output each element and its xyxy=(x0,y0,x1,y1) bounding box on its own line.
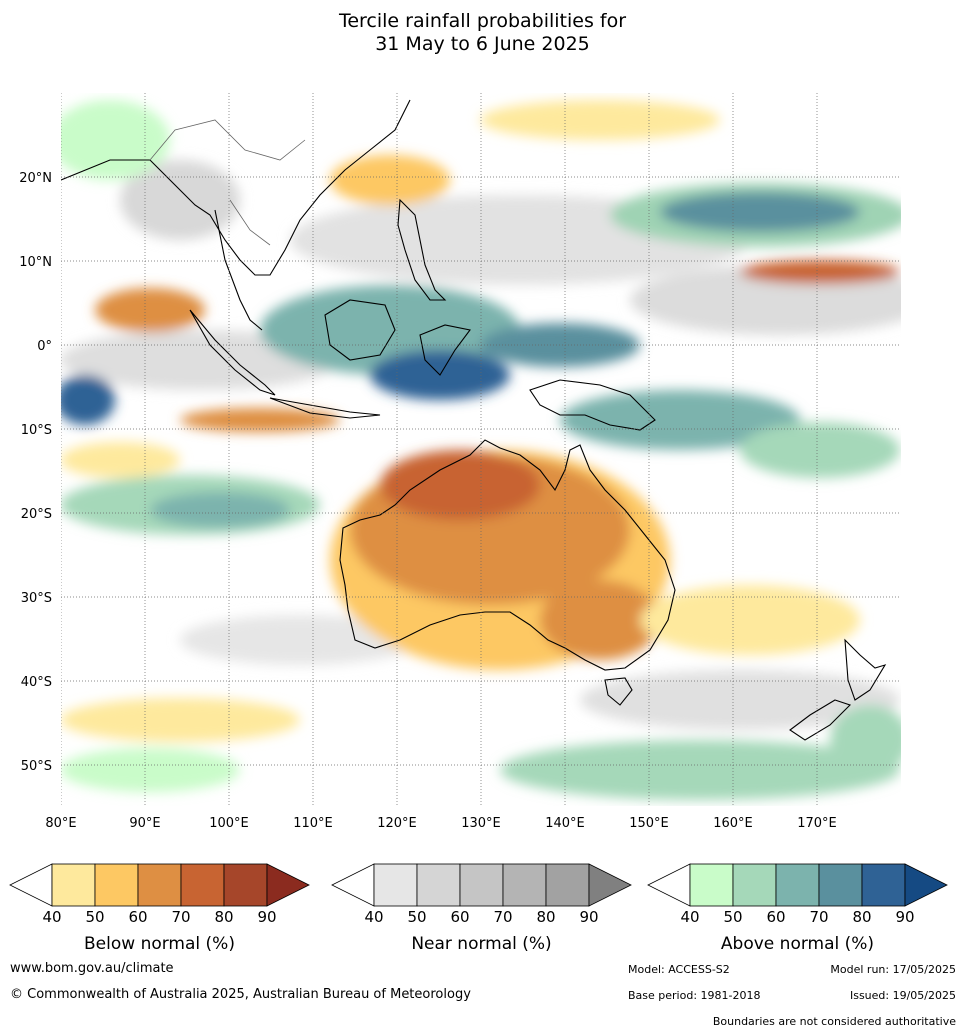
title-line-1: Tercile rainfall probabilities for xyxy=(338,10,627,32)
legend-tick-label: 60 xyxy=(450,908,469,926)
lon-label: 140°E xyxy=(545,816,585,831)
copyright-text: © Commonwealth of Australia 2025, Austra… xyxy=(10,987,471,1002)
legend-caption: Near normal (%) xyxy=(411,934,551,954)
legend-low-arrow xyxy=(9,863,53,907)
legend-swatch xyxy=(775,863,820,907)
lon-label: 110°E xyxy=(293,816,333,831)
legend-caption: Below normal (%) xyxy=(84,934,235,954)
legend-tick-label: 60 xyxy=(128,908,147,926)
legend-swatch xyxy=(51,863,96,907)
lon-label: 170°E xyxy=(797,816,837,831)
legend-swatch xyxy=(416,863,461,907)
lat-label: 0° xyxy=(37,339,52,354)
legend-tick-label: 70 xyxy=(171,908,190,926)
legend-near-normal: 40 50 60 70 80 90 Near normal (%) xyxy=(331,863,632,954)
legend-tick-label: 50 xyxy=(85,908,104,926)
map-title: Tercile rainfall probabilities for 31 Ma… xyxy=(0,10,965,56)
legend-low-arrow xyxy=(331,863,375,907)
website-text: www.bom.gov.au/climate xyxy=(10,961,174,976)
lon-label: 100°E xyxy=(209,816,249,831)
longitude-labels: 80°E 90°E 100°E 110°E 120°E 130°E 140°E … xyxy=(45,816,836,831)
legend-swatch xyxy=(732,863,777,907)
lon-label: 80°E xyxy=(45,816,76,831)
legend-tick-label: 80 xyxy=(536,908,555,926)
legend-tick-label: 80 xyxy=(852,908,871,926)
legend-tick-label: 70 xyxy=(493,908,512,926)
legend-tick-label: 90 xyxy=(579,908,598,926)
lon-label: 160°E xyxy=(713,816,753,831)
base-period-text: Base period: 1981-2018 xyxy=(628,989,761,1002)
legend-swatch xyxy=(94,863,139,907)
lat-label: 50°S xyxy=(21,759,52,774)
legend-above-normal: 40 50 60 70 80 90 Above normal (%) xyxy=(647,863,948,954)
model-run-text: Model run: 17/05/2025 xyxy=(830,963,956,976)
disclaimer-text: Boundaries are not considered authoritat… xyxy=(712,1015,956,1028)
lat-label: 30°S xyxy=(21,591,52,606)
latitude-labels: 20°N 10°N 0° 10°S 20°S 30°S 40°S 50°S xyxy=(19,171,52,774)
legend-tick-label: 70 xyxy=(809,908,828,926)
lon-label: 90°E xyxy=(129,816,160,831)
lat-label: 20°S xyxy=(21,507,52,522)
legend-high-arrow xyxy=(904,863,948,907)
legend-high-arrow xyxy=(266,863,310,907)
lon-label: 130°E xyxy=(461,816,501,831)
legend-tick-label: 90 xyxy=(895,908,914,926)
legend-low-arrow xyxy=(647,863,691,907)
lon-label: 150°E xyxy=(629,816,669,831)
legend-tick-label: 50 xyxy=(407,908,426,926)
legend-tick-label: 60 xyxy=(766,908,785,926)
legend-swatch xyxy=(689,863,734,907)
legend-swatch xyxy=(223,863,268,907)
legend-swatch xyxy=(818,863,863,907)
lat-label: 20°N xyxy=(19,171,52,186)
legend-swatch xyxy=(861,863,906,907)
lat-label: 10°N xyxy=(19,255,52,270)
legend-caption: Above normal (%) xyxy=(721,934,874,954)
legend-swatch xyxy=(502,863,547,907)
legend-high-arrow xyxy=(588,863,632,907)
borders xyxy=(149,119,306,246)
legend-swatch xyxy=(180,863,225,907)
rainfall-map: 20°N 10°N 0° 10°S 20°S 30°S 40°S 50°S 80… xyxy=(9,93,948,954)
legend-swatch xyxy=(137,863,182,907)
lon-label: 120°E xyxy=(377,816,417,831)
legend-tick-label: 90 xyxy=(257,908,276,926)
probability-field xyxy=(61,93,901,806)
legend-swatch xyxy=(545,863,590,907)
legend-tick-label: 80 xyxy=(214,908,233,926)
legend-tick-label: 40 xyxy=(680,908,699,926)
lat-label: 40°S xyxy=(21,675,52,690)
legend-swatch xyxy=(373,863,418,907)
legend-swatch xyxy=(459,863,504,907)
issued-text: Issued: 19/05/2025 xyxy=(849,989,956,1002)
model-text: Model: ACCESS-S2 xyxy=(628,963,730,976)
legend-tick-label: 40 xyxy=(42,908,61,926)
legend-tick-label: 40 xyxy=(364,908,383,926)
legend-below-normal: 40 50 60 70 80 90 Below normal (%) xyxy=(9,863,310,954)
graticule xyxy=(61,93,901,806)
title-line-2: 31 May to 6 June 2025 xyxy=(375,33,590,55)
legend-tick-label: 50 xyxy=(723,908,742,926)
lat-label: 10°S xyxy=(21,423,52,438)
